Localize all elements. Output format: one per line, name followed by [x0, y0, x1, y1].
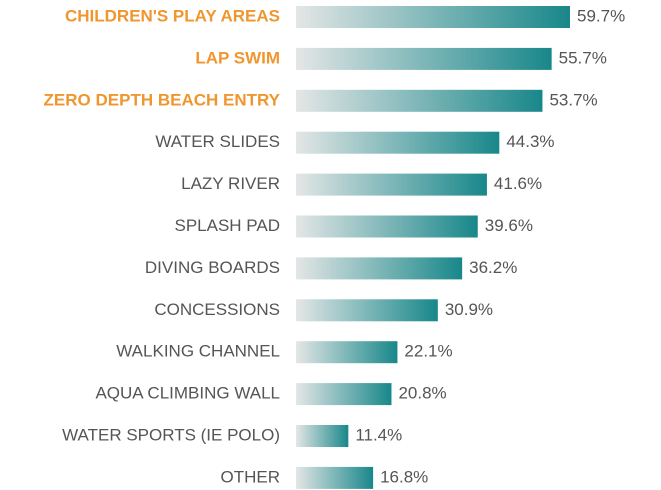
category-label: WATER SLIDES	[155, 132, 280, 151]
bar	[296, 173, 487, 196]
category-label: LAP SWIM	[195, 48, 280, 67]
value-label: 53.7%	[549, 90, 597, 109]
bar	[296, 466, 374, 489]
bar	[296, 6, 570, 28]
category-label: DIVING BOARDS	[145, 258, 280, 277]
category-label: WATER SPORTS (IE POLO)	[62, 425, 280, 444]
category-label: CHILDREN'S PLAY AREAS	[65, 6, 280, 25]
value-label: 20.8%	[398, 384, 446, 403]
value-label: 55.7%	[559, 48, 607, 67]
category-label: ZERO DEPTH BEACH ENTRY	[44, 90, 281, 109]
value-label: 44.3%	[506, 132, 554, 151]
value-label: 59.7%	[577, 6, 625, 25]
bar	[296, 89, 543, 112]
category-label: LAZY RIVER	[181, 174, 280, 193]
bar	[296, 383, 392, 406]
value-label: 41.6%	[494, 174, 542, 193]
bar	[296, 215, 478, 238]
bar	[296, 425, 349, 447]
bar	[296, 131, 500, 154]
category-label: OTHER	[221, 467, 281, 486]
category-label: CONCESSIONS	[154, 300, 280, 319]
bar	[296, 47, 552, 70]
value-label: 16.8%	[380, 467, 428, 486]
category-label: WALKING CHANNEL	[116, 342, 280, 361]
category-label: SPLASH PAD	[174, 216, 280, 235]
value-label: 36.2%	[469, 258, 517, 277]
category-label: AQUA CLIMBING WALL	[95, 384, 280, 403]
value-label: 30.9%	[445, 300, 493, 319]
bar	[296, 299, 438, 322]
value-label: 22.1%	[404, 342, 452, 361]
bar	[296, 341, 398, 364]
value-label: 39.6%	[485, 216, 533, 235]
value-label: 11.4%	[355, 425, 402, 444]
bar	[296, 257, 463, 280]
